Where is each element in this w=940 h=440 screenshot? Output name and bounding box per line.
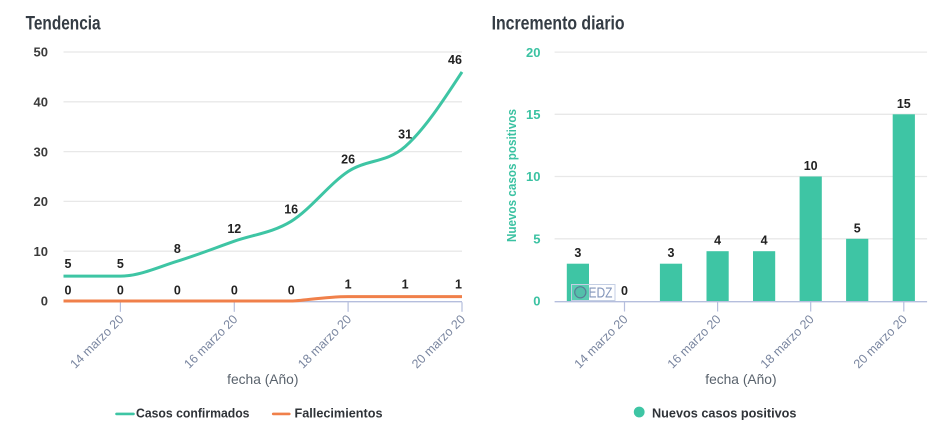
svg-text:26: 26 xyxy=(341,153,355,167)
svg-text:20: 20 xyxy=(526,45,540,60)
svg-text:16 marzo 20: 16 marzo 20 xyxy=(181,312,240,371)
svg-text:3: 3 xyxy=(574,246,581,260)
svg-text:10: 10 xyxy=(804,159,818,173)
svg-text:31: 31 xyxy=(398,128,412,142)
svg-text:0: 0 xyxy=(231,283,238,297)
svg-text:fecha (Año): fecha (Año) xyxy=(227,372,298,387)
svg-text:30: 30 xyxy=(34,144,48,159)
svg-text:10: 10 xyxy=(526,169,540,184)
svg-text:5: 5 xyxy=(117,257,124,271)
svg-text:12: 12 xyxy=(227,222,241,236)
svg-text:15: 15 xyxy=(897,97,911,111)
svg-text:15: 15 xyxy=(526,107,540,122)
svg-text:8: 8 xyxy=(174,242,181,256)
svg-text:4: 4 xyxy=(761,234,768,248)
svg-text:18 marzo 20: 18 marzo 20 xyxy=(758,312,817,371)
svg-text:5: 5 xyxy=(854,221,861,235)
svg-text:16 marzo 20: 16 marzo 20 xyxy=(665,312,724,371)
svg-text:20 marzo 20: 20 marzo 20 xyxy=(851,312,910,371)
svg-text:14 marzo 20: 14 marzo 20 xyxy=(572,312,631,371)
svg-text:4: 4 xyxy=(714,234,721,248)
svg-text:0: 0 xyxy=(174,283,181,297)
svg-text:0: 0 xyxy=(41,294,48,309)
svg-text:0: 0 xyxy=(533,294,540,309)
svg-text:Nuevos casos positivos: Nuevos casos positivos xyxy=(504,109,519,242)
svg-text:16: 16 xyxy=(284,202,298,216)
svg-text:18 marzo 20: 18 marzo 20 xyxy=(295,312,354,371)
svg-text:50: 50 xyxy=(34,45,48,60)
svg-text:fecha (Año): fecha (Año) xyxy=(705,372,776,387)
svg-text:10: 10 xyxy=(34,244,48,259)
svg-text:0: 0 xyxy=(621,284,628,298)
svg-text:Incremento diario: Incremento diario xyxy=(492,13,625,35)
svg-text:46: 46 xyxy=(448,53,462,67)
svg-text:Casos confirmados: Casos confirmados xyxy=(136,406,250,421)
svg-text:3: 3 xyxy=(668,246,675,260)
svg-text:0: 0 xyxy=(65,283,72,297)
svg-text:5: 5 xyxy=(65,257,72,271)
svg-text:40: 40 xyxy=(34,95,48,110)
svg-text:20: 20 xyxy=(34,194,48,209)
svg-text:EDZ: EDZ xyxy=(589,286,613,302)
svg-text:Nuevos casos positivos: Nuevos casos positivos xyxy=(652,406,797,421)
svg-text:0: 0 xyxy=(117,283,124,297)
svg-text:0: 0 xyxy=(288,283,295,297)
svg-text:Fallecimientos: Fallecimientos xyxy=(295,406,383,421)
svg-text:14 marzo 20: 14 marzo 20 xyxy=(67,312,126,371)
svg-text:1: 1 xyxy=(455,277,462,291)
svg-text:1: 1 xyxy=(402,277,409,291)
svg-text:1: 1 xyxy=(345,277,352,291)
svg-text:20 marzo 20: 20 marzo 20 xyxy=(409,312,468,371)
svg-text:5: 5 xyxy=(533,232,540,247)
svg-text:Tendencia: Tendencia xyxy=(26,13,101,35)
